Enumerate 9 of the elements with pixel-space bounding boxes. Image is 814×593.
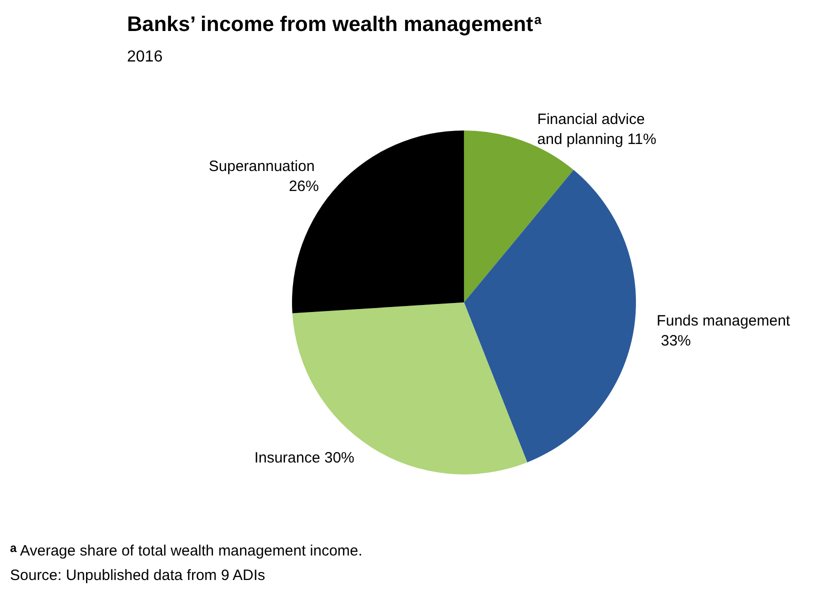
text: a Average share of total wealth management income. (10, 541, 362, 560)
chart-subtitle: 2016 (127, 48, 163, 66)
slice-label: Financial advice and planning 11% (537, 110, 656, 148)
source-note: Source: Unpublished data from 9 ADIs (10, 567, 266, 584)
slice-label: Insurance 30% (254, 449, 354, 466)
slice-label: Superannuation (208, 158, 319, 175)
slice-label: Funds management (656, 312, 791, 330)
data-label: 26% (288, 178, 319, 195)
data-label: 33% (656, 332, 691, 350)
